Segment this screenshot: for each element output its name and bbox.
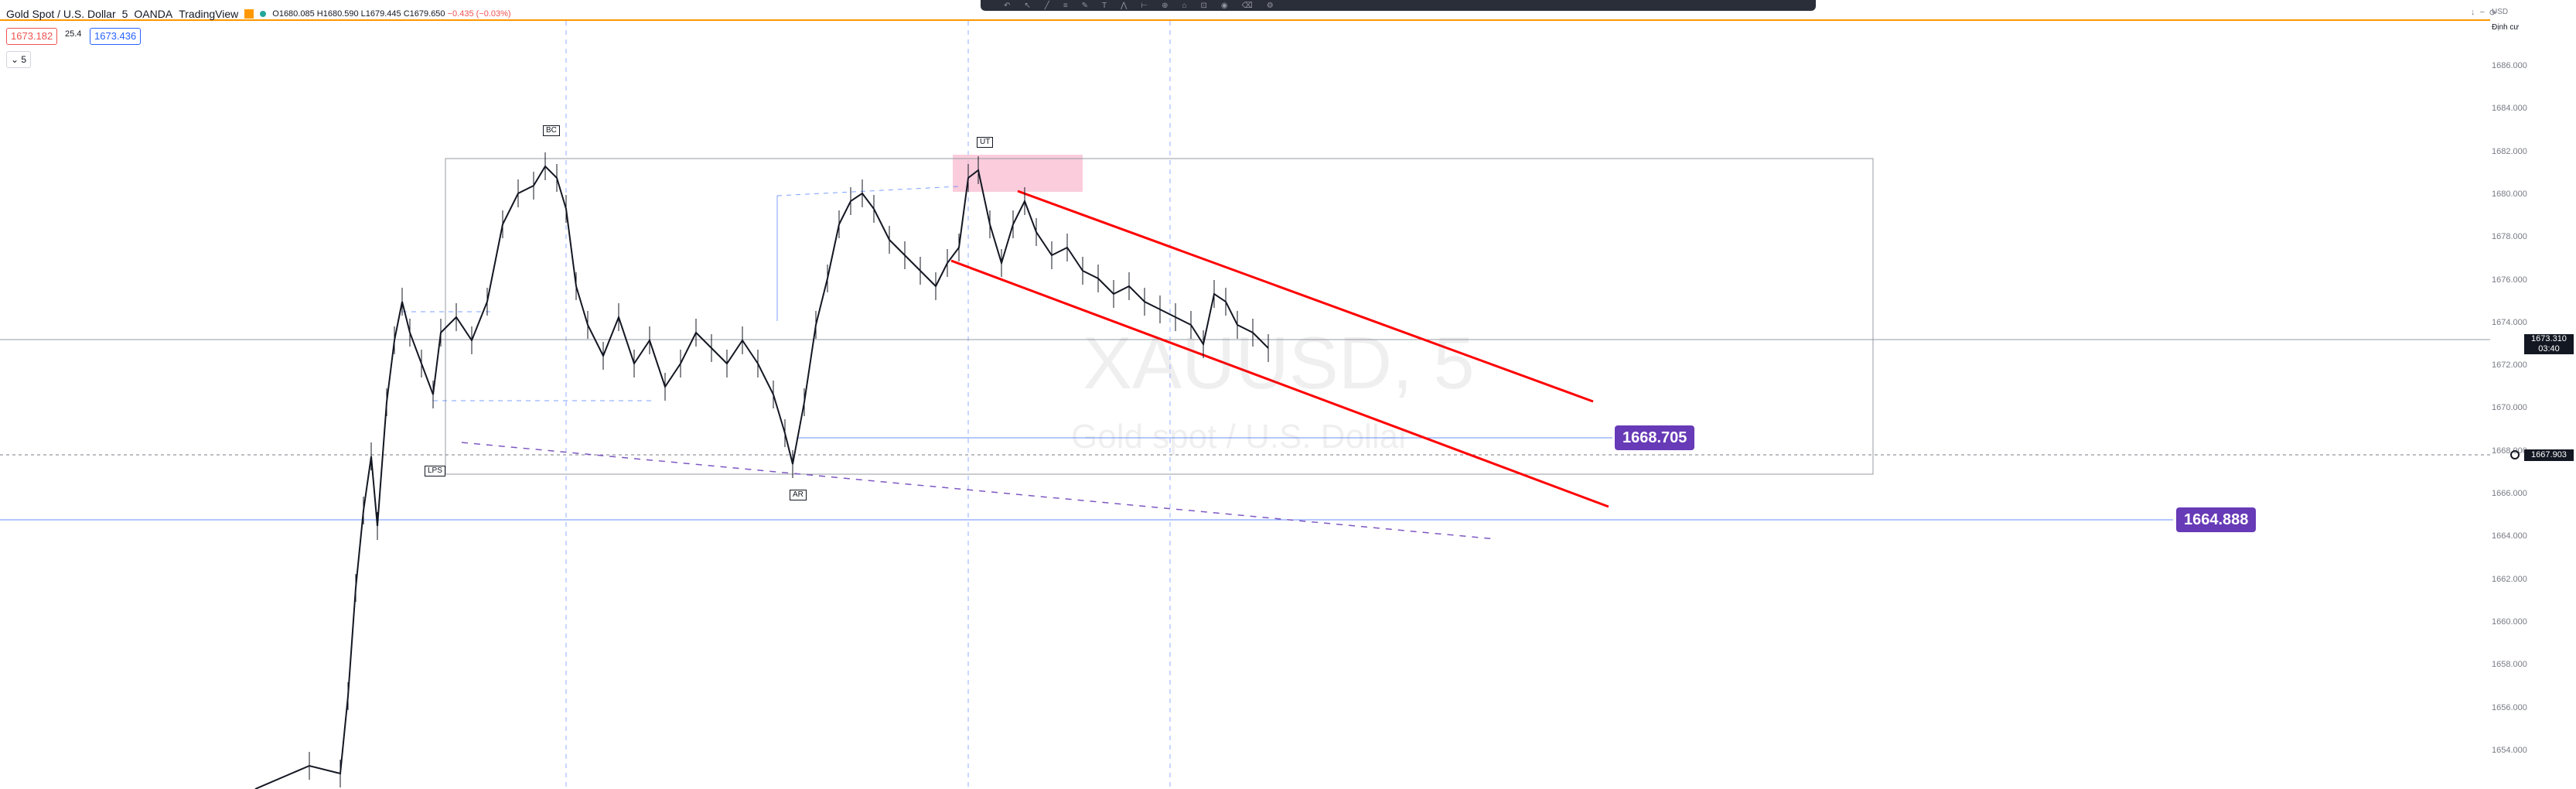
supply-zone-rect[interactable] [953,155,1083,192]
lock-icon[interactable]: ⊡ [1200,1,1207,10]
crosshair-menu-icon[interactable] [2510,450,2520,459]
symbol-legend[interactable]: Gold Spot / U.S. Dollar 5 OANDA TradingV… [6,8,511,20]
countdown-value: 03:40 [2538,344,2560,354]
zoom-icon[interactable]: ⊕ [1162,1,1169,10]
price-axis-label: 1654.000 [2492,745,2527,755]
price-path [254,165,1269,789]
channel-upper-line[interactable] [1017,190,1594,403]
marker-lps[interactable]: LPS [425,466,445,476]
high-value: H1680.590 [316,9,359,19]
price-axis-label: 1672.000 [2492,360,2527,371]
marker-ar[interactable]: AR [790,490,807,500]
price-axis-label: 1668.000 [2492,446,2527,456]
price-axis-label: 1674.000 [2492,317,2527,327]
price-axis-label: 1680.000 [2492,189,2527,199]
drawing-toolbar[interactable]: ↶ ↖ ╱ ≡ ✎ T ⋀ ⊢ ⊕ ⌂ ⊡ ◉ ⌫ ⚙ [981,0,1816,11]
range-box[interactable] [445,158,1874,475]
price-axis-label: 1666.000 [2492,489,2527,498]
cursor-icon[interactable]: ↖ [1024,1,1031,10]
current-price-value: 1673.310 [2531,334,2567,343]
magnet-icon[interactable]: ⌂ [1182,1,1187,10]
watermark-name: Gold spot / U.S. Dollar [1071,418,1410,456]
price-axis-label: 1656.000 [2492,702,2527,712]
currency-label[interactable]: USD [2492,8,2509,16]
eye-icon[interactable]: ◉ [1220,1,1228,10]
broker-label: OANDA [134,8,173,20]
open-value: O1680.085 [272,9,315,19]
fib-icon[interactable]: ≡ [1063,1,1068,10]
close-value: C1679.650 [403,9,445,19]
crosshair-price-tag: 1667.903 [2524,449,2574,461]
price-axis-label: 1684.000 [2492,104,2527,114]
price-axis-label: 1670.000 [2492,403,2527,413]
arrow-down-icon[interactable]: ↓ [2471,8,2475,17]
ohlc-values: O1680.085 H1680.590 L1679.445 C1679.650 … [272,9,510,19]
price-axis-label: 1678.000 [2492,232,2527,242]
market-status-icon [260,11,267,17]
price-axis-label: 1662.000 [2492,574,2527,584]
flag-icon[interactable] [244,9,254,19]
platform-label: TradingView [179,8,239,20]
low-value: L1679.445 [360,9,401,19]
guide-line [776,186,960,196]
marker-ut[interactable]: UT [977,137,994,148]
buy-button[interactable]: 1673.436 [90,28,142,45]
symbol-name[interactable]: Gold Spot / U.S. Dollar [6,8,116,20]
marker-bc[interactable]: BC [543,125,560,136]
support-trendline[interactable] [461,442,1497,540]
price-axis-label: 1676.000 [2492,275,2527,285]
undo-icon[interactable]: ↶ [1004,1,1011,10]
window-controls[interactable]: ↓ − ⟳ [2471,8,2496,18]
price-axis-label: 1686.000 [2492,61,2527,70]
price-axis-label: 1664.000 [2492,531,2527,541]
watermark-ticker: XAUUSD, 5 [1083,322,1475,405]
price-axis-label: 1682.000 [2492,146,2527,156]
candlestick-series [254,152,1269,789]
pattern-icon[interactable]: ⋀ [1121,1,1128,10]
brush-icon[interactable]: ✎ [1081,1,1089,10]
channel-lower-line[interactable] [950,259,1609,508]
trash-icon[interactable]: ⌫ [1241,1,1253,10]
change-value: −0.435 (−0.03%) [447,9,511,19]
settings-icon[interactable]: ⚙ [1266,1,1274,10]
refresh-icon[interactable]: ⟳ [2489,9,2497,18]
settlement-label: Định cư [2492,23,2520,32]
spread-value: 25.4 [65,29,82,39]
price-callout-2[interactable]: 1664.888 [2176,507,2257,532]
ruler-icon[interactable]: ⊢ [1141,1,1148,10]
text-icon[interactable]: T [1102,1,1107,10]
price-axis-label: 1658.000 [2492,660,2527,670]
session-line [0,19,2490,21]
trend-line-icon[interactable]: ╱ [1044,1,1049,10]
price-axis-label: 1660.000 [2492,617,2527,627]
sell-button[interactable]: 1673.182 [6,28,58,45]
minimize-icon[interactable]: − [2479,8,2485,17]
current-price-tag: 1673.310 03:40 [2524,334,2574,354]
interval-toggle-label: 5 [21,54,27,65]
interval-label: 5 [121,8,128,20]
interval-toggle[interactable]: ⌄ 5 [6,51,32,68]
price-callout-1[interactable]: 1668.705 [1615,425,1695,450]
